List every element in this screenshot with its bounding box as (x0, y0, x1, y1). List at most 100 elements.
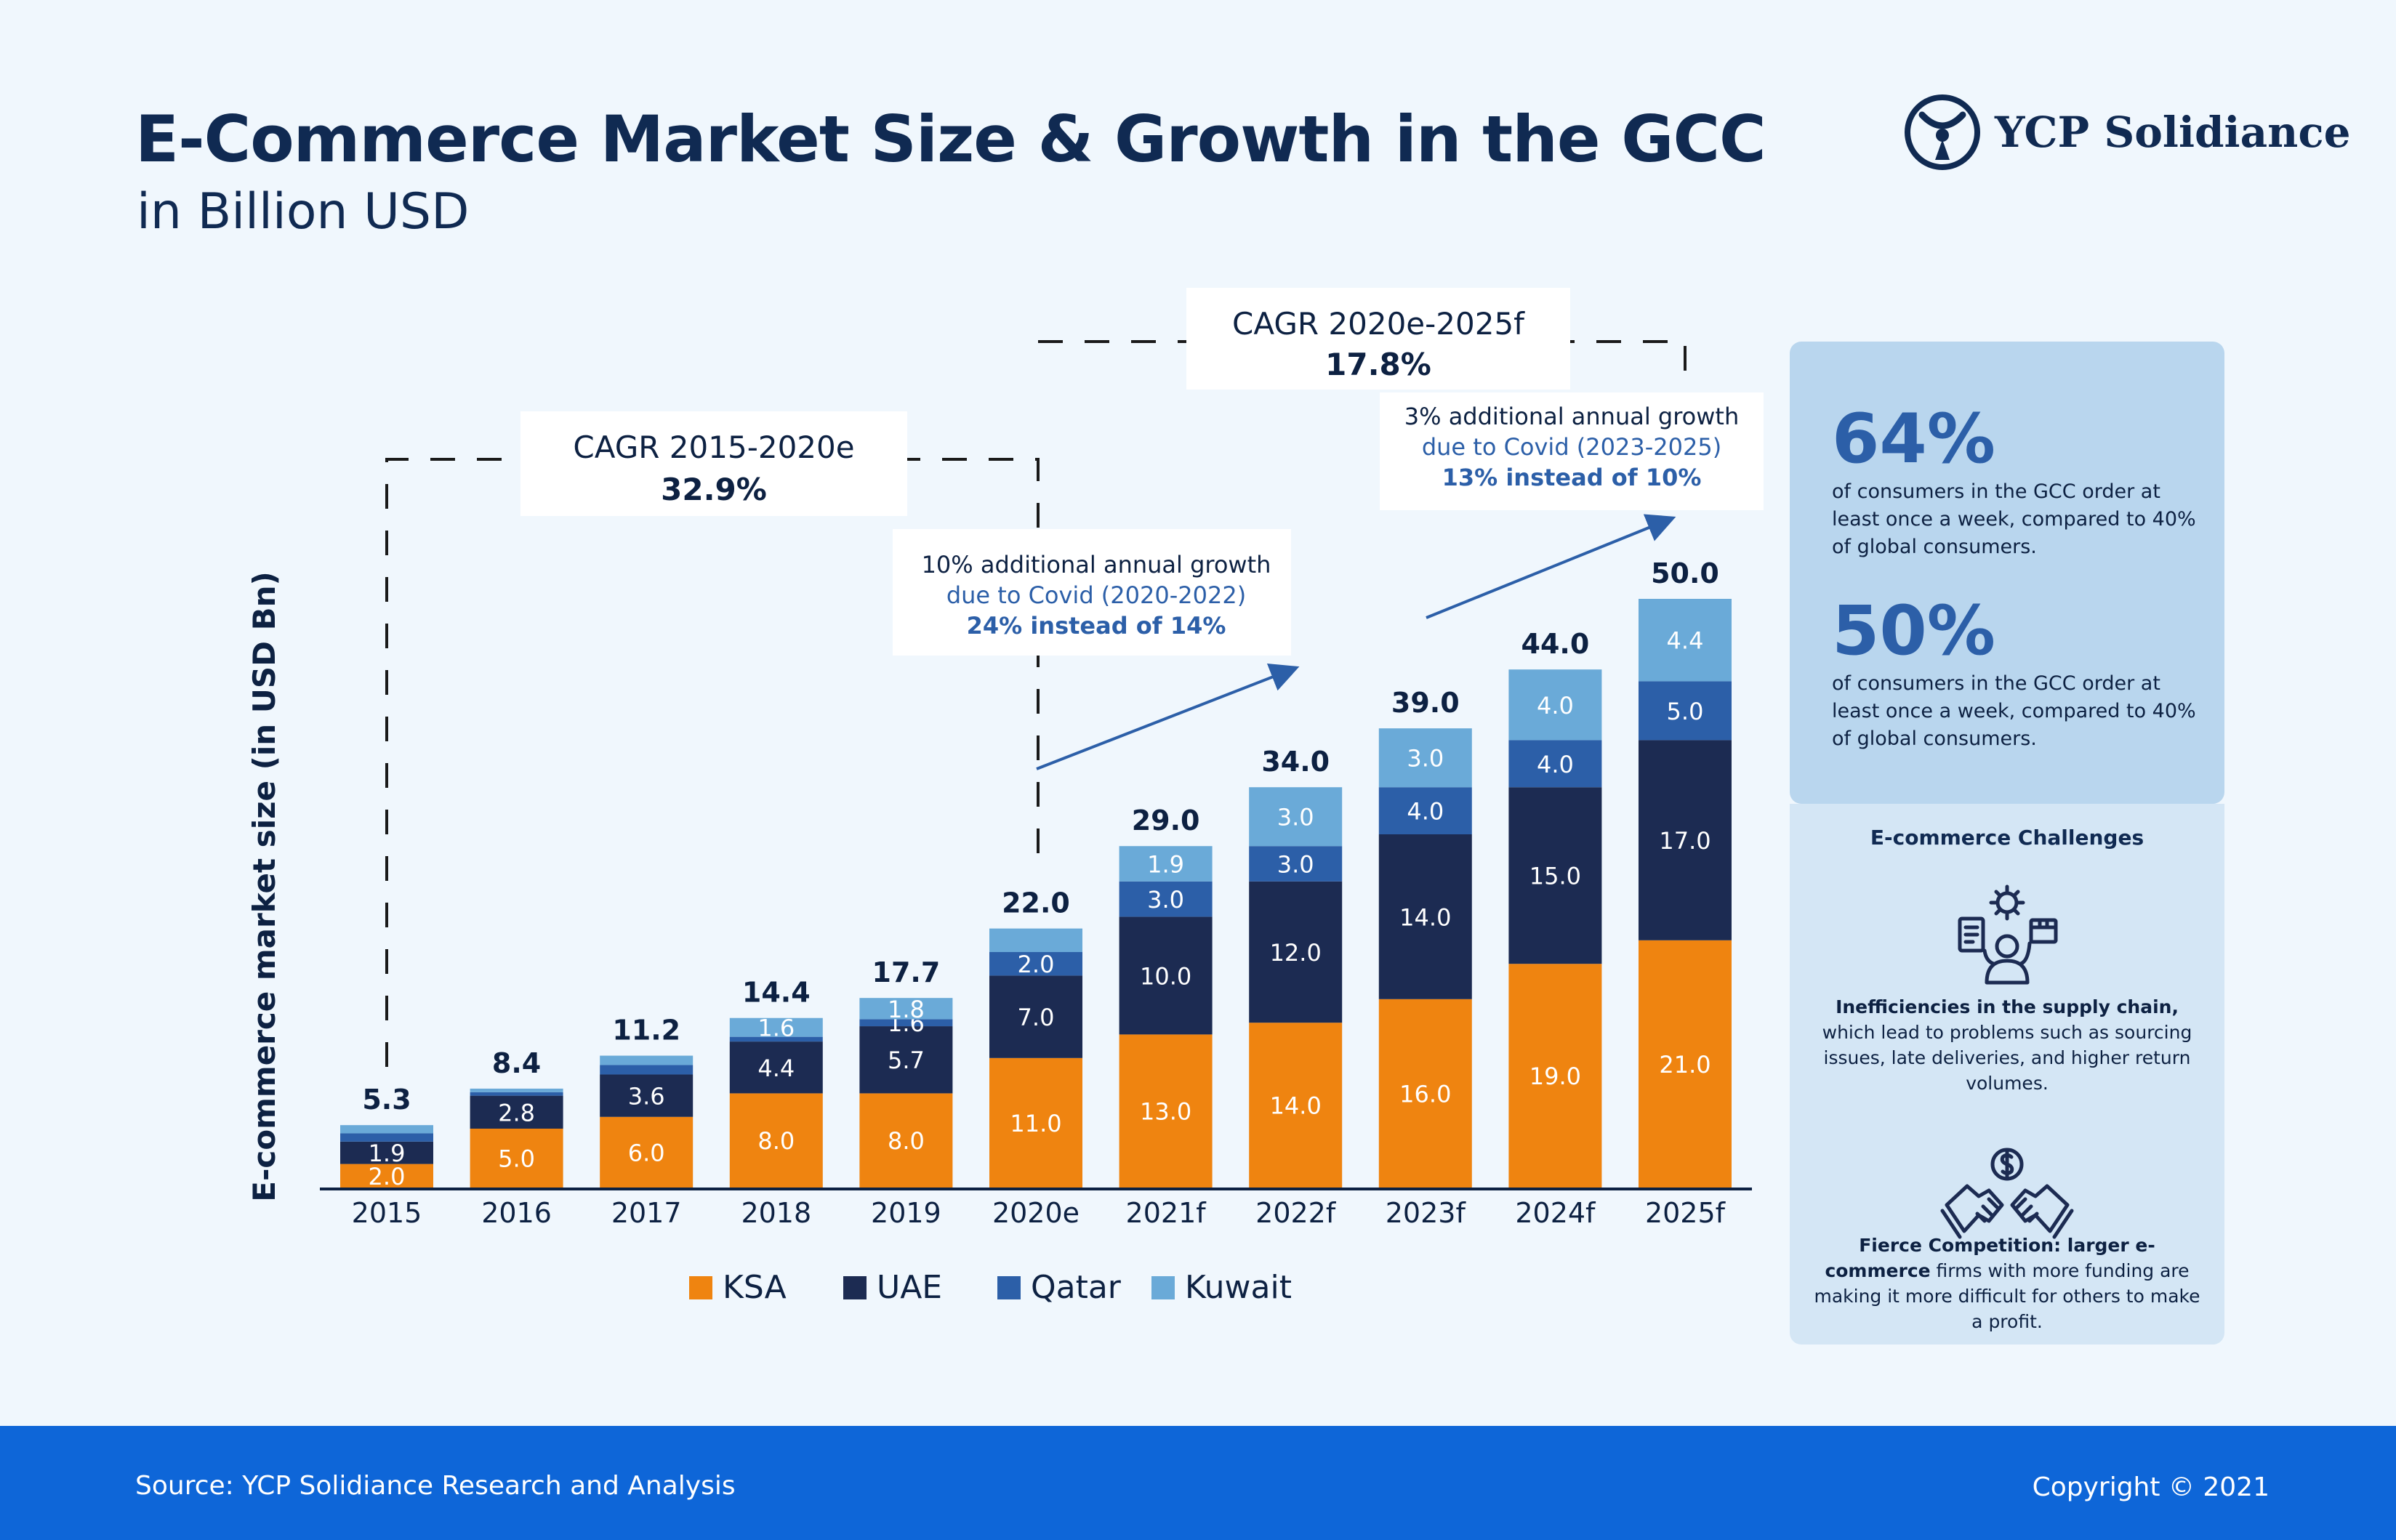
data-label-uae-2022f: 12.0 (1270, 939, 1322, 967)
footer: Source: YCP Solidiance Research and Anal… (0, 1426, 2396, 1540)
total-label-2023f: 39.0 (1391, 687, 1460, 719)
logo-text: YCP Solidiance (1995, 108, 2351, 157)
cagr2-box: CAGR 2020e-2025f 17.8% (1186, 288, 1570, 390)
total-label-2025f: 50.0 (1651, 557, 1719, 589)
covid1-line3: 24% instead of 14% (967, 612, 1226, 640)
bar-ksa-2021f (1119, 1034, 1213, 1188)
bar-group-2022f: 14.0 12.0 3.0 3.0 34.0 2022f (1249, 746, 1343, 1229)
data-label-uae-2024f: 15.0 (1529, 863, 1581, 890)
bar-group-2020e: 11.0 7.0 2.0 22.0 2020e (989, 887, 1082, 1229)
bar-ksa-2018 (729, 1093, 823, 1188)
legend-item-qatar: Qatar (997, 1269, 1122, 1306)
data-label-ksa-2024f: 19.0 (1529, 1063, 1581, 1090)
data-label-qatar-2020e: 2.0 (1018, 951, 1055, 978)
x-tick-2015: 2015 (352, 1197, 422, 1229)
bar-qatar-2019 (859, 1019, 953, 1027)
bar-uae-2023f (1378, 834, 1472, 999)
data-label-uae-2023f: 14.0 (1399, 903, 1451, 931)
x-tick-2024f: 2024f (1515, 1197, 1596, 1229)
bar-uae-2021f (1119, 916, 1213, 1035)
challenge1-text: which lead to problems such as sourcing … (1822, 1022, 2192, 1094)
bar-kuwait-2021f (1119, 846, 1213, 882)
logo: YCP Solidiance (1903, 93, 2351, 172)
bar-uae-2019 (859, 1026, 953, 1094)
x-tick-2021f: 2021f (1126, 1197, 1207, 1229)
bar-qatar-2022f (1249, 846, 1343, 882)
bar-qatar-2020e (989, 952, 1082, 976)
covid2-box: 3% additional annual growth due to Covid… (1380, 392, 1764, 510)
x-tick-2025f: 2025f (1645, 1197, 1726, 1229)
x-tick-2019: 2019 (871, 1197, 941, 1229)
cagr1-title: CAGR 2015-2020e (573, 430, 854, 465)
footer-source: Source: YCP Solidiance Research and Anal… (135, 1471, 736, 1501)
data-label-ksa-2025f: 21.0 (1659, 1051, 1710, 1079)
bar-uae-2016 (470, 1095, 563, 1129)
bar-qatar-2025f (1639, 681, 1732, 741)
bar-group-2015: 2.01.9 5.3 2015 (340, 1084, 433, 1229)
growth-arrow-2 (1426, 514, 1676, 619)
bar-qatar-2023f (1378, 787, 1472, 834)
data-label-kuwait-2022f: 3.0 (1277, 804, 1314, 831)
total-label-2020e: 22.0 (1002, 887, 1070, 919)
challenge2: Fierce Competition: larger e-commerce fi… (1812, 1233, 2203, 1334)
covid1-line2: due to Covid (2020-2022) (946, 581, 1246, 609)
bar-uae-2024f (1508, 787, 1602, 964)
page-subtitle: in Billion USD (137, 183, 470, 241)
bar-ksa-2019 (859, 1093, 953, 1188)
x-tick-2022f: 2022f (1255, 1197, 1337, 1229)
covid2-line3: 13% instead of 10% (1442, 464, 1702, 491)
legend-label-uae: UAE (877, 1269, 942, 1306)
data-label-ksa-2021f: 13.0 (1140, 1098, 1191, 1126)
legend-swatch-kuwait (1151, 1276, 1175, 1299)
total-label-2022f: 34.0 (1261, 746, 1330, 778)
cagr2-value: 17.8% (1325, 347, 1431, 382)
challenge2-text: firms with more funding are making it mo… (1814, 1260, 2200, 1332)
covid2-line1: 3% additional annual growth (1404, 403, 1740, 430)
cagr2-title: CAGR 2020e-2025f (1232, 306, 1525, 342)
bar-kuwait-2022f (1249, 787, 1343, 847)
y-axis-label: E-commerce market size (in USD Bn) (246, 571, 282, 1201)
data-label-uae-2017: 3.6 (628, 1083, 665, 1110)
bar-group-2018: 8.0 4.4 1.6 14.4 2018 (729, 977, 823, 1229)
data-label-ksa-2019: 8.0 (888, 1127, 925, 1155)
total-label-2016: 8.4 (492, 1047, 541, 1079)
data-label-qatar-2022f: 3.0 (1277, 851, 1314, 879)
stat2-text: of consumers in the GCC order at least o… (1832, 672, 2196, 750)
legend-item-uae: UAE (843, 1269, 942, 1306)
supply-chain-icon (1958, 884, 2058, 985)
data-label-uae-2018: 4.4 (757, 1055, 795, 1082)
x-tick-2016: 2016 (481, 1197, 552, 1229)
legend-swatch-qatar (997, 1276, 1021, 1299)
x-tick-2017: 2017 (611, 1197, 682, 1229)
legend-item-ksa: KSA (689, 1269, 787, 1306)
bar-uae-2017 (600, 1074, 694, 1117)
bars-layer: 2.01.95.320155.02.88.420166.03.611.22017… (340, 557, 1732, 1229)
bar-kuwait-2015 (340, 1125, 433, 1134)
covid1-box: 10% additional annual growth due to Covi… (893, 529, 1291, 656)
legend-swatch-ksa (689, 1276, 712, 1299)
bar-ksa-2017 (600, 1116, 694, 1188)
bar-kuwait-2025f (1639, 599, 1732, 682)
stats-panel: 64% of consumers in the GCC order at lea… (1790, 342, 2224, 804)
bar-ksa-2024f (1508, 964, 1602, 1188)
bar-uae-2015 (340, 1141, 433, 1164)
bar-qatar-2021f (1119, 881, 1213, 917)
bar-kuwait-2016 (470, 1088, 563, 1092)
challenge1: Inefficiencies in the supply chain, whic… (1812, 994, 2203, 1096)
total-label-2015: 5.3 (362, 1084, 411, 1116)
legend-label-qatar: Qatar (1031, 1269, 1122, 1306)
data-label-qatar-2025f: 5.0 (1667, 698, 1704, 725)
covid2-line2: due to Covid (2023-2025) (1422, 433, 1721, 461)
bar-qatar-2018 (729, 1036, 823, 1042)
data-label-ksa-2018: 8.0 (757, 1127, 795, 1155)
data-label-kuwait-2021f: 1.9 (1147, 851, 1184, 879)
bar-ksa-2015 (340, 1164, 433, 1188)
bar-ksa-2020e (989, 1057, 1082, 1188)
data-label-ksa-2016: 5.0 (498, 1145, 535, 1173)
growth-arrow-1 (1036, 663, 1300, 770)
data-label-uae-2021f: 10.0 (1140, 962, 1191, 990)
data-label-ksa-2023f: 16.0 (1399, 1080, 1451, 1108)
data-label-qatar-2024f: 4.0 (1537, 751, 1574, 778)
legend-label-kuwait: Kuwait (1185, 1269, 1292, 1306)
